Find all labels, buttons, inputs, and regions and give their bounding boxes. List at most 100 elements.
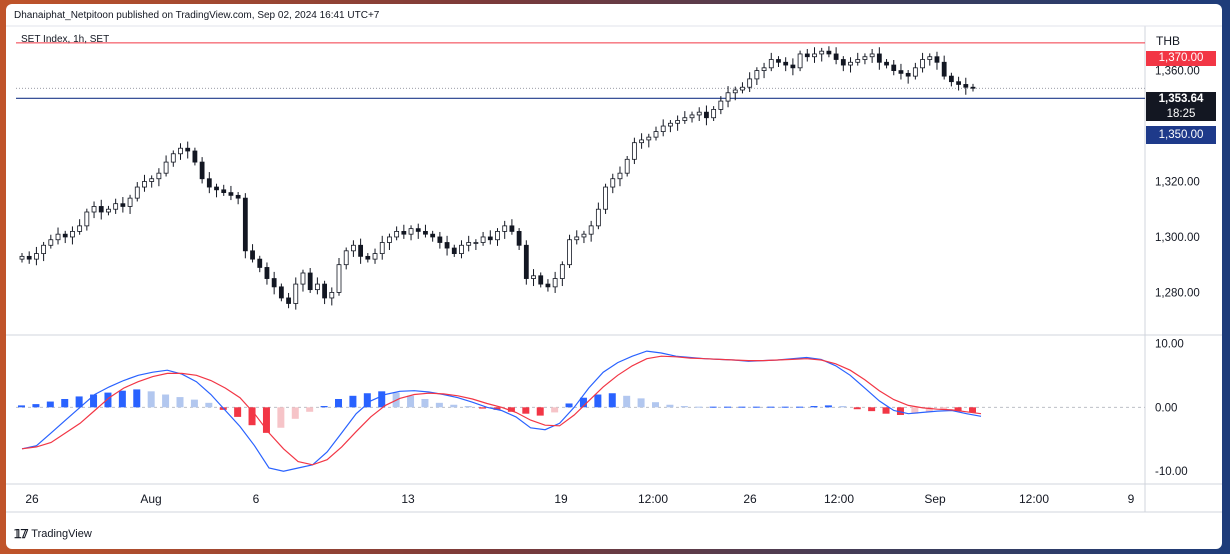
- currency-label[interactable]: THB: [1156, 34, 1180, 48]
- time-tick-label: Sep: [924, 492, 946, 506]
- candle-body: [747, 78, 753, 88]
- macd-histogram-bar: [680, 406, 688, 408]
- macd-histogram-bar: [320, 406, 328, 408]
- candle-body: [70, 231, 75, 238]
- candle-body: [192, 150, 198, 163]
- symbol-legend[interactable]: SET Index, 1h, SET: [21, 34, 110, 45]
- macd-histogram-bar: [882, 407, 890, 414]
- macd-histogram-bar: [162, 394, 170, 408]
- candle-body: [142, 181, 147, 188]
- macd-histogram-bar: [911, 407, 919, 414]
- candle-body: [545, 283, 551, 288]
- candle-body: [221, 189, 227, 193]
- macd-histogram-bar: [464, 406, 472, 408]
- macd-histogram-bar: [954, 407, 962, 412]
- macd-tick-label: 10.00: [1155, 338, 1184, 350]
- candle-body: [963, 84, 969, 88]
- candle-body: [912, 67, 918, 77]
- candle-body: [502, 225, 508, 232]
- macd-histogram-bar: [896, 407, 904, 415]
- candle-body: [639, 139, 644, 144]
- candle-body: [235, 194, 241, 199]
- candle-body: [250, 250, 255, 260]
- candle-body: [552, 278, 558, 288]
- macd-histogram-bar: [940, 407, 948, 410]
- macd-histogram-bar: [608, 393, 616, 408]
- candle-body: [660, 125, 666, 132]
- price-tick-label: 1,320.00: [1155, 177, 1200, 189]
- macd-histogram-bar: [507, 407, 515, 412]
- candle-body: [948, 75, 954, 83]
- candle-body: [293, 283, 299, 304]
- candle-body: [185, 147, 191, 152]
- macd-histogram-bar: [479, 407, 487, 409]
- candle-body: [55, 233, 61, 241]
- macd-histogram-bar: [190, 399, 198, 408]
- macd-histogram-bar: [767, 406, 775, 408]
- time-tick-label: 26: [25, 492, 39, 506]
- macd-histogram-bar: [781, 406, 789, 408]
- macd-histogram-bar: [536, 407, 544, 416]
- candles: [19, 46, 976, 310]
- price-tick-label: 1,300.00: [1155, 232, 1200, 244]
- candle-body: [26, 255, 32, 260]
- candle-body: [574, 236, 580, 241]
- macd-histogram-bar: [363, 393, 371, 408]
- candle-body: [876, 53, 882, 63]
- candle-body: [646, 136, 652, 141]
- macd-histogram-bar: [18, 405, 25, 408]
- candle-body: [300, 272, 306, 285]
- candle-body: [199, 161, 205, 180]
- macd-histogram-bar: [450, 404, 458, 408]
- macd-histogram-bar: [738, 406, 746, 408]
- candle-body: [314, 283, 320, 291]
- candle-body: [163, 161, 169, 174]
- candle-body: [819, 50, 825, 55]
- candle-body: [48, 239, 54, 246]
- macd-line: [21, 350, 982, 472]
- macd-histogram-bar: [248, 407, 256, 426]
- chart-canvas[interactable]: 1,360.00 1,320.00 1,300.00 1,280.00 10.00 0.0…: [6, 4, 1222, 549]
- macd-histogram-bar: [522, 407, 530, 414]
- candle-body: [531, 275, 536, 279]
- candle-body: [941, 61, 947, 77]
- candle-body: [905, 72, 911, 77]
- candle-body: [588, 225, 594, 235]
- candle-body: [509, 225, 515, 232]
- macd-histogram-bar: [853, 407, 861, 410]
- macd-histogram-bar: [839, 406, 847, 408]
- candle-body: [768, 59, 774, 69]
- macd-histogram-bar: [32, 404, 40, 408]
- candle-body: [783, 61, 789, 66]
- candle-body: [473, 242, 479, 244]
- time-tick-label: Aug: [140, 492, 161, 506]
- macd-histogram-bar: [61, 398, 69, 408]
- time-tick-label: 13: [401, 492, 415, 506]
- macd-histogram-bar: [666, 404, 674, 408]
- candle-body: [711, 109, 717, 119]
- candle-body: [106, 208, 111, 213]
- candle-body: [451, 247, 457, 254]
- candle-body: [242, 197, 248, 252]
- candle-body: [624, 158, 630, 174]
- price-tick-label: 1,360.00: [1155, 66, 1200, 78]
- candle-body: [934, 56, 940, 63]
- macd-histogram-bar: [306, 407, 314, 412]
- candle-body: [365, 255, 371, 260]
- macd-tick-label: 0.00: [1155, 402, 1177, 414]
- support-price-tag: 1,350.00: [1146, 126, 1216, 144]
- candle-body: [437, 236, 443, 243]
- candle-body: [617, 172, 623, 180]
- candle-body: [631, 142, 637, 160]
- macd-histogram-bar: [205, 402, 213, 408]
- candle-body: [19, 255, 25, 260]
- candle-body: [271, 278, 277, 288]
- candle-body: [84, 211, 90, 227]
- candle-body: [675, 120, 681, 124]
- candle-body: [286, 297, 291, 304]
- candle-body: [336, 264, 342, 293]
- candle-body: [394, 231, 400, 238]
- tradingview-logo[interactable]: 𝟙𝟟 TradingView: [14, 527, 92, 541]
- last-price-tag: 1,353.64: [1146, 92, 1216, 107]
- candle-body: [178, 147, 183, 155]
